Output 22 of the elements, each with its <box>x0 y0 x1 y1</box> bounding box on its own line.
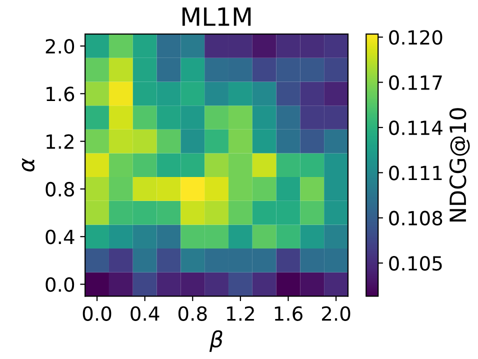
y-tick-label: 2.0 <box>46 38 74 54</box>
color-bar-label: 0.120 <box>389 30 442 45</box>
x-tick-label: 2.0 <box>322 306 350 321</box>
x-axis-title: β <box>209 330 222 352</box>
x-tick-label: 1.2 <box>227 306 254 321</box>
color-bar-title: NDCG@10 <box>449 108 470 222</box>
x-tick-label: 1.6 <box>274 306 302 321</box>
color-bar-label: 0.105 <box>389 256 442 271</box>
chart-title: ML1M <box>182 8 251 26</box>
x-tick-label: 0.4 <box>130 306 160 321</box>
x-tick-label: 0.0 <box>82 306 112 321</box>
y-tick-label: 0.0 <box>46 277 74 292</box>
y-tick-label: 1.6 <box>46 86 74 102</box>
x-tick-label: 0.8 <box>178 306 207 321</box>
color-bar-label: 0.117 <box>389 75 442 90</box>
y-tick-label: 0.4 <box>46 230 74 244</box>
color-bar-label: 0.108 <box>389 210 442 226</box>
y-axis-title: α <box>22 158 35 172</box>
color-bar-label: 0.114 <box>389 120 442 136</box>
y-tick-label: 1.2 <box>46 134 74 149</box>
y-tick-label: 0.8 <box>46 182 74 197</box>
color-bar-label: 0.111 <box>389 166 442 180</box>
